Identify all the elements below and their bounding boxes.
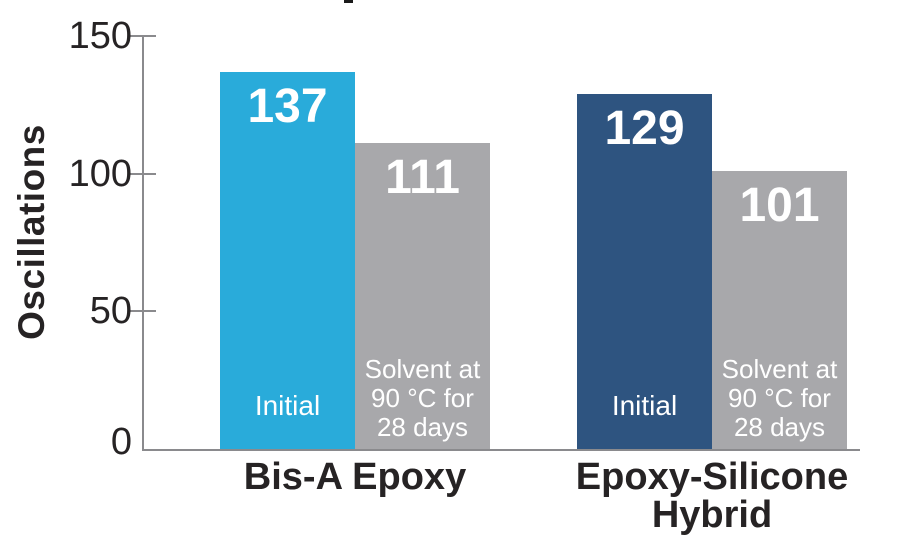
y-tick-mark-100 [128, 172, 156, 175]
bar-value-label: 101 [739, 178, 820, 232]
bar-value-label: 111 [385, 151, 460, 205]
y-tick-label-100: 100 [68, 152, 132, 195]
bar-condition-label: Initial [254, 389, 321, 421]
bar-value-label: 129 [604, 101, 685, 155]
group-label-1: Epoxy-Silicone Hybrid [575, 456, 849, 536]
y-tick-label-150: 150 [68, 15, 132, 57]
cropped-title-fragment [344, 0, 353, 3]
bar-condition-label: Solvent at 90 °C for 28 days [721, 353, 838, 442]
group-label-0: Bis-A Epoxy [243, 456, 467, 498]
bar-epoxy-silicone-hybrid-solvent: 101 Solvent at 90 °C for 28 days [712, 170, 847, 449]
y-tick-mark-150 [128, 35, 156, 37]
bar-condition-label: Solvent at 90 °C for 28 days [364, 353, 481, 442]
y-axis-line [142, 36, 144, 450]
y-tick-label-0: 0 [110, 421, 132, 463]
y-tick-mark-50 [128, 310, 156, 313]
bar-bis-a-epoxy-initial: 137 Initial [220, 71, 355, 449]
bar-condition-label: Initial [611, 389, 678, 421]
y-tick-label-50: 50 [89, 290, 132, 333]
bar-bis-a-epoxy-solvent: 111 Solvent at 90 °C for 28 days [355, 143, 490, 449]
bar-epoxy-silicone-hybrid-initial: 129 Initial [577, 93, 712, 449]
bar-value-label: 137 [247, 79, 328, 133]
x-axis-line [142, 449, 860, 451]
